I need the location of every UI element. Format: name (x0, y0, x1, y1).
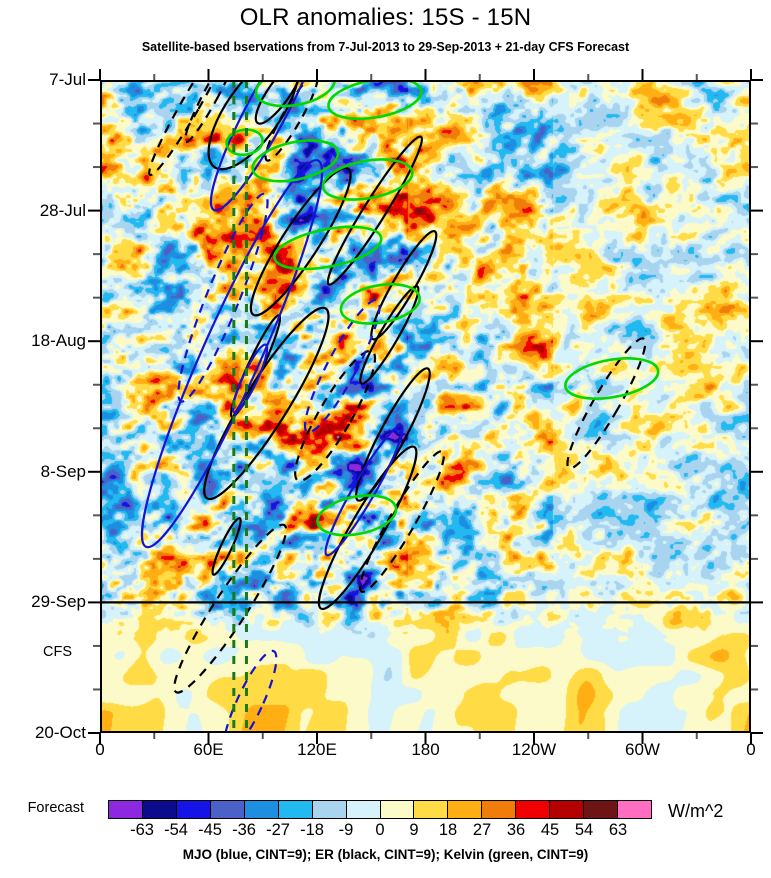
colorbar-tick-label: 27 (472, 821, 492, 839)
colorbar-tick-label: -18 (300, 821, 324, 839)
wave-ellipse-er (317, 445, 418, 611)
colorbar-tick-label: 9 (409, 821, 419, 839)
colorbar-swatch (584, 801, 619, 818)
colorbar-tick-label: -45 (198, 821, 222, 839)
y-axis-tick-label: 29-Sep (31, 592, 86, 612)
colorbar-tick-label: -63 (130, 821, 154, 839)
wave-ellipse-er (148, 80, 233, 177)
colorbar-tick-label: -54 (164, 821, 188, 839)
x-axis-tick-label: 0 (95, 740, 105, 759)
wave-ellipse-er (211, 517, 242, 576)
wave-ellipse-mjo (140, 159, 324, 549)
page-title: OLR anomalies: 15S - 15N (239, 4, 532, 31)
wave-ellipse-er (370, 229, 438, 341)
x-axis-tick-label: 120E (297, 740, 337, 759)
x-axis-tick-label: 0 (746, 740, 756, 759)
wave-ellipse-er (326, 135, 424, 286)
colorbar-swatch (278, 801, 313, 818)
colorbar-tick-label: -27 (266, 821, 290, 839)
colorbar-swatch (618, 801, 651, 818)
wave-overlay-layer (100, 80, 751, 733)
colorbar-swatch (448, 801, 483, 818)
hovmoller-plot (100, 80, 751, 733)
wave-ellipse-er (294, 349, 377, 483)
x-axis-tick-label: 60W (625, 740, 660, 759)
colorbar-tick-label: 0 (375, 821, 385, 839)
colorbar-tick-label: 36 (506, 821, 526, 839)
colorbar-swatch (550, 801, 585, 818)
wave-ellipse-er (355, 367, 431, 502)
wave-ellipse-mjo (231, 343, 269, 414)
colorbar-swatch (312, 801, 347, 818)
y-axis-tick-label: 20-Oct (34, 723, 86, 742)
wave-ellipse-kelvin (273, 225, 383, 271)
colorbar-tick-label: -36 (232, 821, 256, 839)
colorbar-swatch (380, 801, 415, 818)
wave-ellipse-kelvin (321, 158, 414, 201)
wave-ellipse-er (359, 285, 420, 385)
wave-ellipse-kelvin (225, 128, 264, 157)
y-axis-tick-label: 18-Aug (31, 331, 86, 351)
colorbar-tick-labels: -63 -54 -45 -36 -27 -18 -9 0 9 18 27 36 45 54 63 (108, 821, 652, 841)
colorbar-swatch (109, 801, 143, 818)
colorbar-swatch (414, 801, 449, 818)
x-axis-tick-label: 60E (193, 740, 224, 759)
colorbar-tick-label: 54 (574, 821, 594, 839)
wave-ellipse-kelvin (251, 139, 340, 183)
wave-ellipse-kelvin (564, 357, 660, 400)
colorbar (108, 800, 652, 819)
y-axis-tick-label: 8-Sep (40, 461, 86, 481)
forecast-annotation: Forecast (27, 799, 84, 816)
colorbar-tick-label: 63 (608, 821, 628, 839)
colorbar-swatch (482, 801, 517, 818)
x-axis-tick-label: 120W (511, 740, 557, 759)
y-axis-tick-label: 7-Jul (49, 70, 86, 89)
colorbar-swatch (244, 801, 279, 818)
wave-ellipse-er (566, 337, 647, 470)
wave-ellipse-mjo (303, 298, 381, 434)
y-axis-tick-label: 28-Jul (39, 200, 86, 220)
wave-ellipse-er (173, 523, 288, 694)
wave-ellipse-mjo (222, 649, 278, 733)
colorbar-swatch (142, 801, 177, 818)
wave-ellipse-kelvin (339, 282, 421, 325)
wave-ellipse-er (264, 80, 319, 162)
colorbar-units-label: W/m^2 (668, 801, 724, 821)
colorbar-tick-label: 18 (438, 821, 458, 839)
plot-frame (100, 80, 751, 733)
wave-ellipse-kelvin (316, 494, 398, 537)
colorbar-tick-label: -9 (338, 821, 354, 839)
colorbar-swatch (516, 801, 551, 818)
y-axis-labels: 7-Jul 28-Jul 18-Aug 8-Sep 29-Sep 20-Oct CFS For… (0, 70, 86, 816)
colorbar-swatch (210, 801, 245, 818)
wave-ellipse-mjo (209, 80, 323, 212)
wave-ellipse-mjo (177, 192, 269, 403)
olr-anomaly-field (100, 80, 751, 733)
x-axis-labels: 0 60E 120E 180 120W 60W 0 (95, 740, 755, 768)
wave-ellipse-kelvin (254, 80, 336, 108)
colorbar-swatch (346, 801, 381, 818)
wave-ellipse-er (254, 80, 304, 125)
wave-ellipse-er (183, 80, 241, 144)
colorbar-section: -63 -54 -45 -36 -27 -18 -9 0 9 18 27 36 45 54 63 W/m^2… (0, 795, 771, 878)
colorbar-swatch (176, 801, 211, 818)
wave-ellipse-er (249, 166, 352, 317)
page-subtitle: Satellite-based bservations from 7-Jul-2… (141, 40, 630, 54)
colorbar-tick-label: 45 (540, 821, 560, 839)
forecast-annotation: CFS (43, 644, 72, 661)
overlay-legend: MJO (blue, CINT=9); ER (black, CINT=9); … (182, 847, 589, 862)
x-axis-tick-label: 180 (411, 740, 440, 759)
